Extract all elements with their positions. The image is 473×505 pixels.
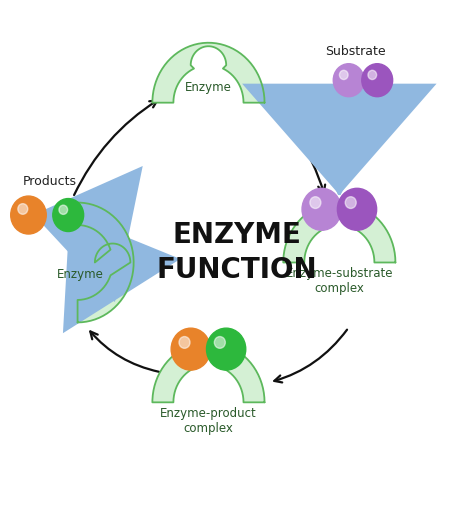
Circle shape (171, 328, 210, 370)
Circle shape (179, 336, 190, 348)
Polygon shape (283, 203, 395, 263)
Circle shape (333, 64, 364, 96)
Text: Enzyme: Enzyme (185, 81, 232, 94)
Circle shape (302, 188, 342, 230)
Circle shape (368, 70, 377, 79)
Text: FUNCTION: FUNCTION (156, 256, 317, 284)
Text: Enzyme-substrate
complex: Enzyme-substrate complex (286, 268, 393, 295)
Text: Enzyme: Enzyme (56, 269, 103, 281)
Polygon shape (78, 203, 134, 322)
FancyArrowPatch shape (274, 330, 347, 382)
FancyArrowPatch shape (253, 84, 325, 192)
Circle shape (310, 197, 321, 209)
Circle shape (53, 198, 84, 231)
Text: Enzyme-product
complex: Enzyme-product complex (160, 408, 257, 435)
Text: Substrate: Substrate (325, 45, 386, 58)
Polygon shape (152, 43, 264, 103)
Text: ENZYME: ENZYME (172, 221, 301, 249)
Circle shape (337, 188, 377, 230)
Polygon shape (152, 342, 264, 402)
Circle shape (214, 336, 225, 348)
Circle shape (362, 64, 393, 96)
Circle shape (345, 197, 356, 209)
FancyArrowPatch shape (90, 331, 159, 372)
Circle shape (207, 328, 246, 370)
FancyArrowPatch shape (74, 100, 157, 195)
Circle shape (340, 70, 348, 79)
Circle shape (11, 196, 46, 234)
Text: Products: Products (23, 175, 77, 187)
Circle shape (59, 205, 68, 215)
Circle shape (18, 204, 28, 214)
